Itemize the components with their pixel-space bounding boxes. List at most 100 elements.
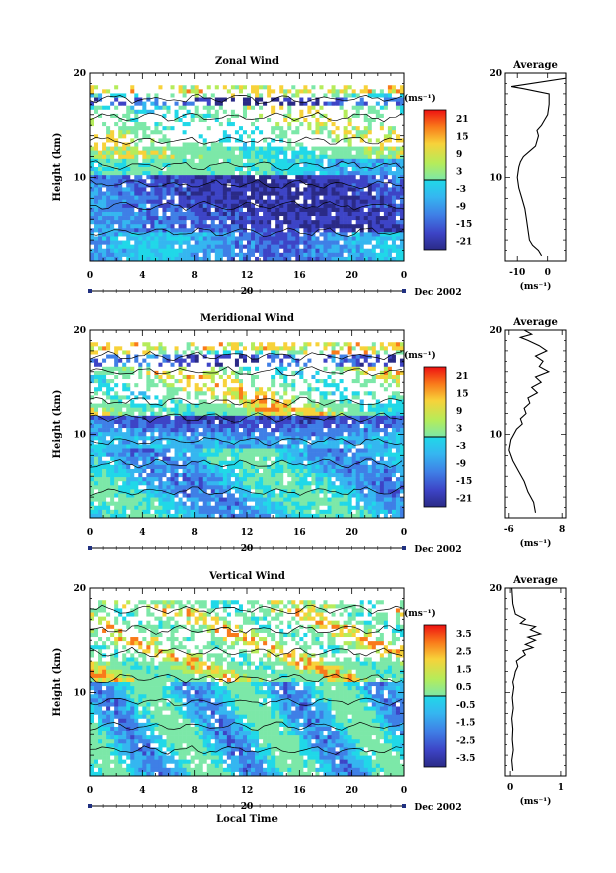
heatmap-cell xyxy=(255,126,260,131)
heatmap-cell xyxy=(315,191,320,196)
heatmap-cell xyxy=(110,191,115,196)
heatmap-cell xyxy=(178,338,183,343)
heatmap-cell xyxy=(206,387,212,392)
x-tick-label: 20 xyxy=(345,271,358,281)
heatmap-cell xyxy=(222,252,228,258)
heatmap-cell xyxy=(138,228,143,233)
heatmap-cell xyxy=(247,85,252,90)
heatmap-cell xyxy=(391,183,397,188)
heatmap-cell xyxy=(162,167,167,172)
heatmap-cell xyxy=(263,162,268,168)
zero-contour xyxy=(89,136,403,145)
heatmap-cell xyxy=(367,85,373,90)
heatmap-cell xyxy=(367,77,373,82)
heatmap-cell xyxy=(186,224,191,229)
heatmap-cell xyxy=(327,138,332,143)
heatmap-cell xyxy=(162,101,167,106)
heatmap-cell xyxy=(222,89,228,94)
heatmap-cell xyxy=(315,81,320,86)
heatmap-cell xyxy=(214,383,220,388)
heatmap-cell xyxy=(383,187,389,192)
heatmap-cell xyxy=(387,346,393,351)
heatmap-cell xyxy=(170,366,175,372)
heatmap-cell xyxy=(251,224,256,229)
heatmap-cell xyxy=(267,117,272,123)
heatmap-cell xyxy=(206,117,212,123)
heatmap-cell xyxy=(371,383,377,388)
heatmap-cell xyxy=(126,330,131,335)
heatmap-cell xyxy=(279,370,284,376)
heatmap-cell xyxy=(150,256,155,262)
heatmap-cell xyxy=(271,109,276,115)
heatmap-cell xyxy=(190,374,195,380)
heatmap-cell xyxy=(126,216,131,221)
heatmap-cell xyxy=(275,370,280,376)
heatmap-cell xyxy=(134,179,139,184)
heatmap-cell xyxy=(379,216,385,221)
heatmap-cell xyxy=(158,330,163,335)
heatmap-cell xyxy=(303,379,308,384)
heatmap-cell xyxy=(323,134,328,139)
heatmap-cell xyxy=(158,122,163,127)
heatmap-cell xyxy=(198,150,204,156)
heatmap-cell xyxy=(343,113,348,119)
heatmap-cell xyxy=(150,232,155,237)
heatmap-cell xyxy=(267,142,272,147)
heatmap-cell xyxy=(126,162,131,168)
heatmap-cell xyxy=(379,93,385,98)
heatmap-cell xyxy=(162,252,167,258)
heatmap-cell xyxy=(210,228,216,233)
heatmap-cell xyxy=(182,89,187,94)
heatmap-cell xyxy=(226,232,232,237)
heatmap-cell xyxy=(170,146,175,151)
heatmap-cell xyxy=(299,154,304,160)
heatmap-cell xyxy=(118,158,123,164)
heatmap-cell xyxy=(106,330,111,335)
heatmap-cell xyxy=(186,85,191,90)
heatmap-cell xyxy=(355,236,361,241)
heatmap-cell xyxy=(343,236,348,241)
heatmap-cell xyxy=(327,109,332,115)
heatmap-cell xyxy=(367,211,373,217)
heatmap-cell xyxy=(206,89,212,94)
heatmap-cell xyxy=(327,211,332,217)
heatmap-cell xyxy=(210,220,216,225)
heatmap-cell xyxy=(230,167,236,172)
heatmap-cell xyxy=(114,203,119,209)
heatmap-cell xyxy=(210,216,216,221)
heatmap-cell xyxy=(234,97,240,102)
heatmap-cell xyxy=(238,81,244,86)
heatmap-cell xyxy=(379,77,385,82)
heatmap-cell xyxy=(347,154,352,160)
heatmap-cell xyxy=(218,232,224,237)
heatmap-cell xyxy=(271,216,276,221)
heatmap-cell xyxy=(234,167,240,172)
heatmap-cell xyxy=(319,379,324,384)
heatmap-cell xyxy=(339,383,344,388)
heatmap-cell xyxy=(319,175,324,180)
heatmap-cell xyxy=(311,130,316,135)
heatmap-cell xyxy=(315,354,320,359)
heatmap-cell xyxy=(271,89,276,94)
heatmap-cell xyxy=(126,240,131,245)
heatmap-cell xyxy=(238,199,244,205)
heatmap-cell xyxy=(315,85,320,90)
heatmap-cell xyxy=(198,350,204,355)
heatmap-cell xyxy=(134,146,139,151)
heatmap-cell xyxy=(347,162,352,168)
heatmap-cell xyxy=(275,216,280,221)
heatmap-cell xyxy=(106,179,111,184)
heatmap-cell xyxy=(222,362,228,368)
heatmap-cell xyxy=(379,256,385,262)
heatmap-cell xyxy=(166,350,171,355)
heatmap-cell xyxy=(130,93,135,98)
heatmap-cell xyxy=(94,374,99,380)
heatmap-cell xyxy=(319,216,324,221)
heatmap-cell xyxy=(138,101,143,106)
heatmap-cell xyxy=(347,93,352,98)
heatmap-cell xyxy=(259,93,264,98)
heatmap-cell xyxy=(287,142,292,147)
heatmap-cell xyxy=(150,216,155,221)
heatmap-cell xyxy=(371,342,377,347)
heatmap-cell xyxy=(154,358,159,363)
